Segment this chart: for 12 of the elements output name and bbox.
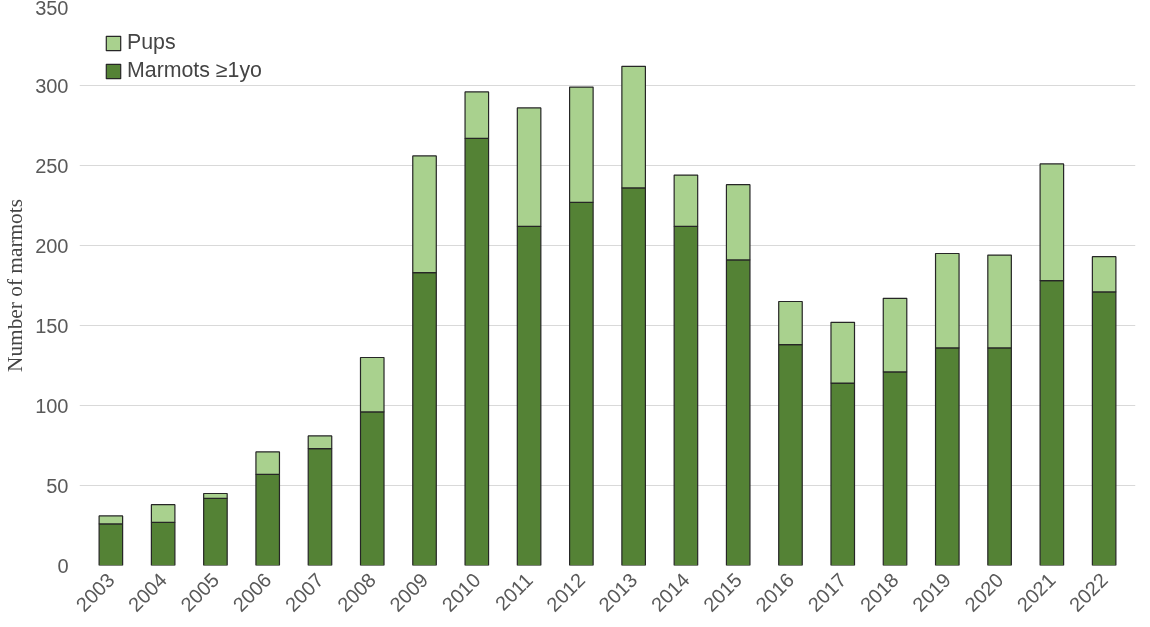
y-tick-label: 50 <box>46 474 69 497</box>
y-axis-title: Number of marmots <box>3 199 28 372</box>
y-tick-label: 300 <box>35 74 69 97</box>
y-tick-label: 350 <box>35 0 69 19</box>
y-tick-label: 100 <box>35 394 69 417</box>
legend-label: Marmots ≥1yo <box>127 58 262 83</box>
y-tick-label: 150 <box>35 314 69 337</box>
y-tick-label: 200 <box>35 234 69 257</box>
bar <box>203 497 228 566</box>
legend-label: Pups <box>127 30 176 55</box>
y-tick-label: 250 <box>35 154 69 177</box>
y-tick-label: 0 <box>57 554 69 577</box>
